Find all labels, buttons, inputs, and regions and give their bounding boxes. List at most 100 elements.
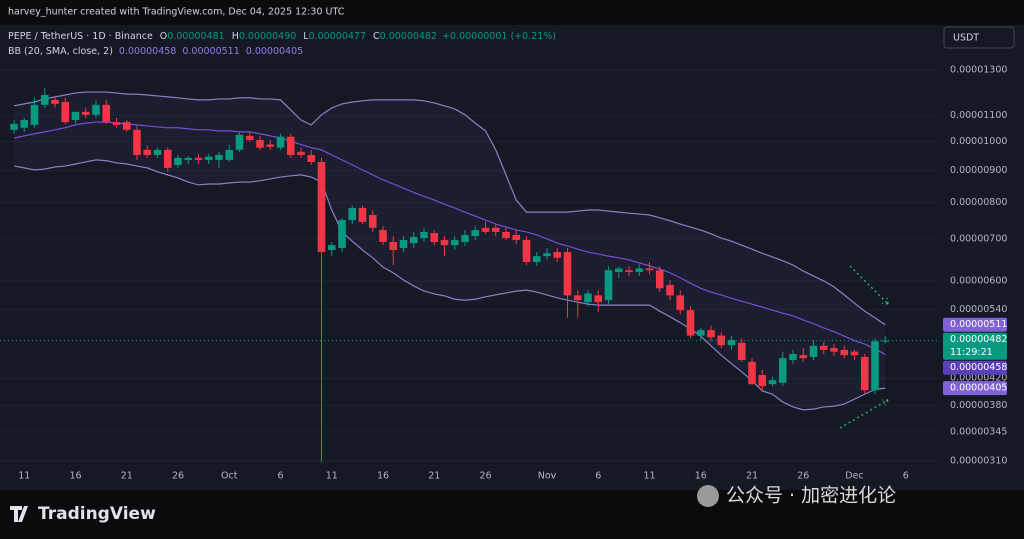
candle-body xyxy=(194,157,203,160)
candle-body xyxy=(717,335,726,346)
candle-body xyxy=(143,149,152,155)
candle-body xyxy=(235,134,244,150)
watermark-group: 公众号 · 加密进化论 xyxy=(697,485,896,507)
candle-body xyxy=(512,234,521,241)
band-line xyxy=(13,121,886,356)
x-tick-label: Oct xyxy=(221,471,238,482)
x-tick-label: 21 xyxy=(746,471,758,482)
ohlc-value: 0.00000481 xyxy=(167,31,224,42)
candle-body xyxy=(225,149,234,160)
y-tick-label: 0.00000310 xyxy=(950,456,1007,467)
branding: TradingView xyxy=(38,504,156,524)
candle-body xyxy=(553,252,562,258)
x-tick-label: 26 xyxy=(797,471,809,482)
x-tick-label: 26 xyxy=(172,471,184,482)
credit: harvey_hunter created with TradingView.c… xyxy=(8,7,345,18)
candle-body xyxy=(133,129,141,155)
x-tick-label: 16 xyxy=(69,471,81,482)
price-box-label: 0.00000458 xyxy=(950,362,1007,373)
x-tick-label: Dec xyxy=(845,471,863,482)
price-box xyxy=(943,360,1007,375)
x-tick-label: 6 xyxy=(595,471,601,482)
candle-body xyxy=(563,252,572,296)
candle-body xyxy=(666,285,674,296)
candle-body xyxy=(204,156,213,160)
candle-body xyxy=(491,227,500,232)
x-tick-label: 26 xyxy=(479,471,491,482)
y-tick-label: 0.00001100 xyxy=(950,110,1007,121)
candle-body xyxy=(696,330,705,336)
candle-body xyxy=(379,230,387,242)
candle-body xyxy=(604,270,613,301)
candle-body xyxy=(297,151,305,155)
candle-body xyxy=(317,161,326,253)
candle-body xyxy=(573,295,582,301)
currency[interactable]: USDT xyxy=(953,33,979,44)
y-tick-label: 0.00000380 xyxy=(950,400,1007,411)
candle-body xyxy=(471,230,480,237)
plot: 0.00001300 0.00001100 0.00001000 0.00000900… xyxy=(0,64,1007,482)
candle-body xyxy=(614,268,623,272)
candle-body xyxy=(871,341,879,391)
candle-body xyxy=(276,136,285,148)
candle-body xyxy=(840,349,849,356)
band-line xyxy=(13,159,886,411)
price-box-label: 11:29:21 xyxy=(950,347,993,358)
y-tick-label: 0.00000900 xyxy=(950,165,1007,176)
change: +0.00000001 (+0.21%) xyxy=(442,31,556,42)
candle-body xyxy=(10,123,18,130)
candle-body xyxy=(778,358,787,383)
x-tick-label: 21 xyxy=(428,471,440,482)
candle-body xyxy=(481,227,490,232)
candle-body xyxy=(389,241,398,250)
candle-body xyxy=(635,268,644,272)
y-tick-label: 0.00000345 xyxy=(950,426,1007,437)
candle-body xyxy=(584,293,592,303)
watermark: 公众号 · 加密进化论 xyxy=(726,485,896,507)
candle-body xyxy=(881,340,890,342)
candle-body xyxy=(819,345,828,350)
candle-body xyxy=(809,345,818,357)
indicator-name: BB (20, SMA, close, 2) xyxy=(8,46,113,57)
ohlc-key: H xyxy=(232,31,239,42)
candle-body xyxy=(409,236,418,244)
candle-body xyxy=(399,240,408,248)
candle-body xyxy=(358,207,367,222)
candle-body xyxy=(420,231,428,239)
ohlc-key: L xyxy=(303,31,309,42)
candle-body xyxy=(174,157,182,165)
currency-box[interactable] xyxy=(943,26,1015,49)
candle-body xyxy=(461,234,469,242)
candle-body xyxy=(40,95,49,105)
y-tick-label: 0.00000540 xyxy=(950,304,1007,315)
candle-body xyxy=(348,207,357,221)
indicator-value: 0.00000405 xyxy=(246,46,303,57)
legend-indicator: BB (20, SMA, close, 2) 0.00000458 0.000005… xyxy=(8,46,303,57)
candle-body xyxy=(338,220,346,248)
x-tick-label: 11 xyxy=(18,471,30,482)
price-box-label: 0.00000511 xyxy=(950,319,1007,330)
x-tick-label: 6 xyxy=(903,471,909,482)
ohlc-key: C xyxy=(373,31,380,42)
candle-body xyxy=(543,253,551,257)
trend-arrows xyxy=(839,265,889,429)
symbol: PEPE / TetherUS · 1D · Binance xyxy=(8,31,153,42)
candle-body xyxy=(686,310,695,336)
candle-body xyxy=(184,157,193,160)
candle-body xyxy=(450,240,459,246)
y-tick-label: 0.00000700 xyxy=(950,233,1007,244)
price-box xyxy=(943,332,1007,360)
x-tick-label: 11 xyxy=(643,471,655,482)
candle-body xyxy=(532,256,541,263)
candle-body xyxy=(799,355,808,359)
candle-body xyxy=(256,139,264,148)
watermark-icon xyxy=(697,485,719,507)
candle-body xyxy=(594,295,603,303)
price-box xyxy=(943,381,1007,396)
candle-body xyxy=(430,233,439,242)
ohlc-value: 0.00000490 xyxy=(239,31,296,42)
candle-body xyxy=(748,361,756,385)
indicator-value: 0.00000458 xyxy=(119,46,176,57)
y-tick-label: 0.00000800 xyxy=(950,197,1007,208)
